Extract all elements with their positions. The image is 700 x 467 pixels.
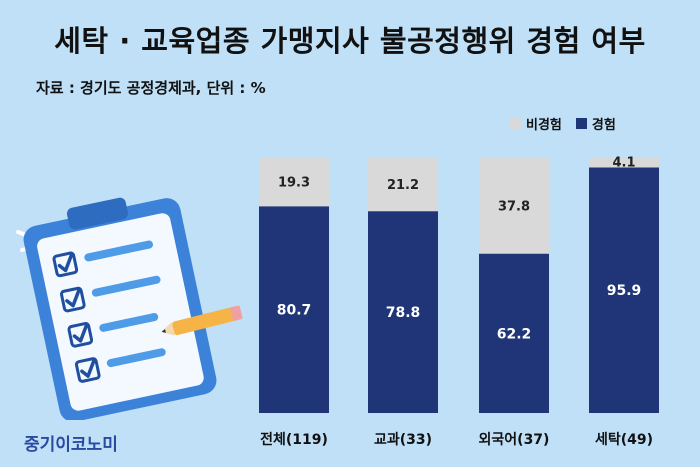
legend-swatch-not-experienced <box>510 118 521 129</box>
data-label-experienced-2: 62.2 <box>497 326 532 342</box>
bar-not-experienced-1 <box>368 157 438 212</box>
legend-swatch-experienced <box>575 118 587 129</box>
category-label-1: 교과(33) <box>374 432 432 448</box>
legend-label-experienced: 경험 <box>591 118 616 133</box>
category-label-0: 전체(119) <box>260 431 328 448</box>
data-label-experienced-0: 80.7 <box>277 303 312 319</box>
brand-logo: 중기이코노미 <box>24 435 118 455</box>
legend-item-not-experienced: 비경험 <box>510 114 562 133</box>
category-label-3: 세탁(49) <box>595 431 653 448</box>
bar-not-experienced-2 <box>479 157 549 254</box>
bar-experienced-3 <box>589 167 659 413</box>
data-label-not-experienced-0: 19.3 <box>278 176 310 191</box>
legend-label-not-experienced: 비경험 <box>526 118 562 133</box>
bar-experienced-2 <box>479 253 549 413</box>
bar-not-experienced-0 <box>259 157 329 207</box>
chart-title: 세탁 · 교육업종 가맹지사 불공정행위 경험 여부 <box>54 24 646 58</box>
bar-experienced-1 <box>368 211 438 413</box>
data-label-experienced-1: 78.8 <box>386 305 421 321</box>
data-label-experienced-3: 95.9 <box>607 283 642 299</box>
category-label-2: 외국어(37) <box>479 431 550 448</box>
bar-not-experienced-3 <box>589 157 659 168</box>
data-label-not-experienced-2: 37.8 <box>498 199 530 214</box>
legend: 비경험 경험 <box>510 114 616 133</box>
source-note: 자료 : 경기도 공정경제과, 단위 : % <box>36 79 266 97</box>
data-label-not-experienced-1: 21.2 <box>387 178 419 193</box>
data-label-not-experienced-3: 4.1 <box>612 155 635 170</box>
clipboard-checklist-icon <box>16 197 243 420</box>
legend-item-experienced: 경험 <box>575 114 616 133</box>
bar-experienced-0 <box>259 206 329 413</box>
